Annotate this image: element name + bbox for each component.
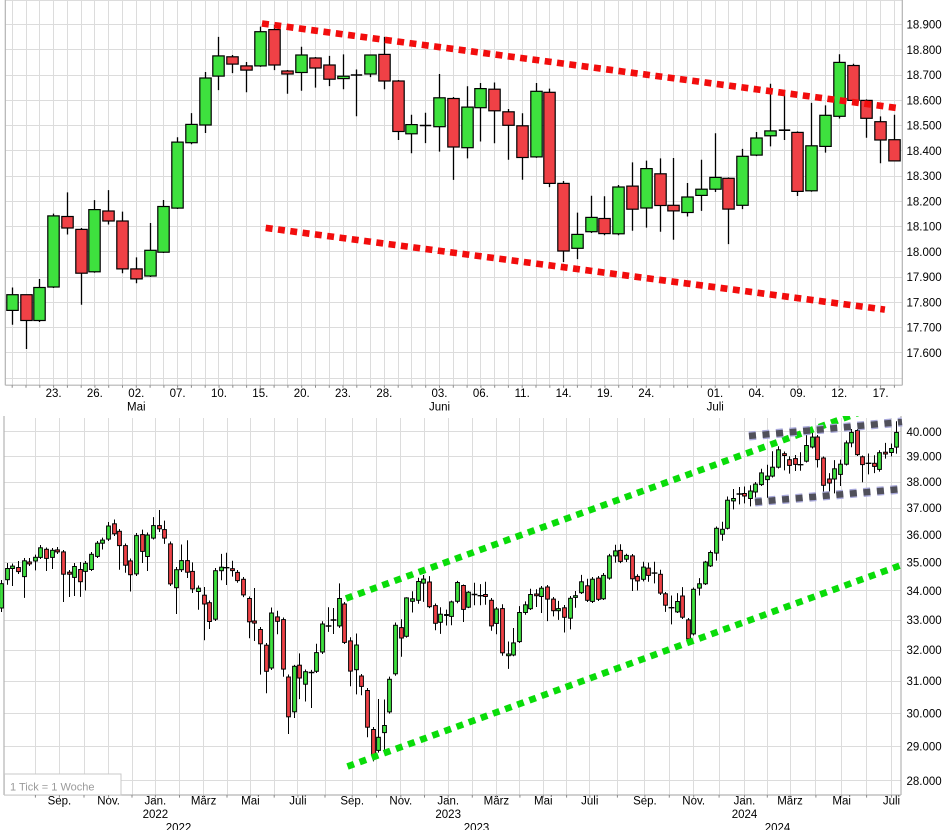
svg-text:Sep.: Sep. — [340, 796, 364, 808]
svg-text:07.: 07. — [170, 388, 186, 400]
svg-text:Sep.: Sep. — [48, 796, 72, 808]
svg-text:38.000: 38.000 — [907, 477, 942, 489]
svg-text:2022: 2022 — [143, 809, 169, 821]
svg-text:Jan.: Jan. — [437, 796, 459, 808]
svg-text:01.: 01. — [707, 388, 723, 400]
svg-text:12.: 12. — [831, 388, 847, 400]
svg-text:Sep.: Sep. — [633, 796, 657, 808]
svg-text:17.700: 17.700 — [907, 323, 942, 335]
svg-text:06.: 06. — [473, 388, 489, 400]
svg-text:März: März — [191, 796, 217, 808]
svg-text:17.600: 17.600 — [907, 348, 942, 360]
svg-text:26.: 26. — [87, 388, 103, 400]
svg-text:17.: 17. — [873, 388, 889, 400]
svg-text:18.400: 18.400 — [907, 146, 942, 158]
svg-text:35.000: 35.000 — [907, 558, 942, 570]
svg-text:15.: 15. — [252, 388, 268, 400]
svg-text:31.000: 31.000 — [907, 676, 942, 688]
svg-text:Jan.: Jan. — [145, 796, 167, 808]
svg-text:1 Tick = 1 Woche: 1 Tick = 1 Woche — [10, 782, 94, 794]
svg-text:17.800: 17.800 — [907, 297, 942, 309]
svg-text:10.: 10. — [211, 388, 227, 400]
svg-text:32.000: 32.000 — [907, 645, 942, 657]
svg-text:33.000: 33.000 — [907, 615, 942, 627]
svg-text:Mai: Mai — [127, 402, 146, 414]
svg-text:18.100: 18.100 — [907, 222, 942, 234]
svg-text:23.: 23. — [335, 388, 351, 400]
svg-text:40.000: 40.000 — [907, 427, 942, 439]
svg-text:11.: 11. — [515, 388, 530, 400]
svg-text:Juli: Juli — [707, 402, 724, 414]
svg-text:2024: 2024 — [732, 809, 758, 821]
svg-text:37.000: 37.000 — [907, 503, 942, 515]
svg-text:Juli: Juli — [883, 796, 900, 808]
svg-text:18.600: 18.600 — [907, 95, 942, 107]
svg-text:Juli: Juli — [581, 796, 598, 808]
svg-text:30.000: 30.000 — [907, 708, 942, 720]
svg-text:24.: 24. — [638, 388, 654, 400]
svg-text:Nov.: Nov. — [97, 796, 120, 808]
svg-text:März: März — [777, 796, 803, 808]
svg-text:Nov.: Nov. — [682, 796, 705, 808]
svg-text:29.000: 29.000 — [907, 741, 942, 753]
svg-text:18.900: 18.900 — [907, 20, 942, 32]
svg-text:18.300: 18.300 — [907, 171, 942, 183]
svg-text:19.: 19. — [597, 388, 613, 400]
svg-text:17.900: 17.900 — [907, 272, 942, 284]
svg-text:März: März — [484, 796, 510, 808]
svg-text:18.200: 18.200 — [907, 196, 942, 208]
svg-text:Juni: Juni — [429, 402, 450, 414]
svg-text:04.: 04. — [749, 388, 765, 400]
svg-text:18.500: 18.500 — [907, 121, 942, 133]
svg-text:18.800: 18.800 — [907, 45, 942, 57]
svg-text:39.000: 39.000 — [907, 452, 942, 464]
svg-text:Juli: Juli — [289, 796, 306, 808]
svg-text:Mai: Mai — [241, 796, 260, 808]
svg-text:03.: 03. — [432, 388, 448, 400]
svg-text:36.000: 36.000 — [907, 530, 942, 542]
svg-text:28.: 28. — [376, 388, 392, 400]
svg-text:09.: 09. — [790, 388, 806, 400]
svg-text:Mai: Mai — [832, 796, 851, 808]
svg-text:34.000: 34.000 — [907, 586, 942, 598]
svg-text:Mai: Mai — [534, 796, 553, 808]
svg-text:Jan.: Jan. — [734, 796, 756, 808]
svg-text:Nov.: Nov. — [389, 796, 412, 808]
svg-text:28.000: 28.000 — [907, 776, 942, 788]
svg-text:23.: 23. — [46, 388, 62, 400]
svg-text:18.000: 18.000 — [907, 247, 942, 259]
svg-text:20.: 20. — [294, 388, 310, 400]
svg-text:18.700: 18.700 — [907, 70, 942, 82]
svg-text:02.: 02. — [128, 388, 144, 400]
svg-text:14.: 14. — [556, 388, 572, 400]
svg-text:2023: 2023 — [435, 809, 461, 821]
